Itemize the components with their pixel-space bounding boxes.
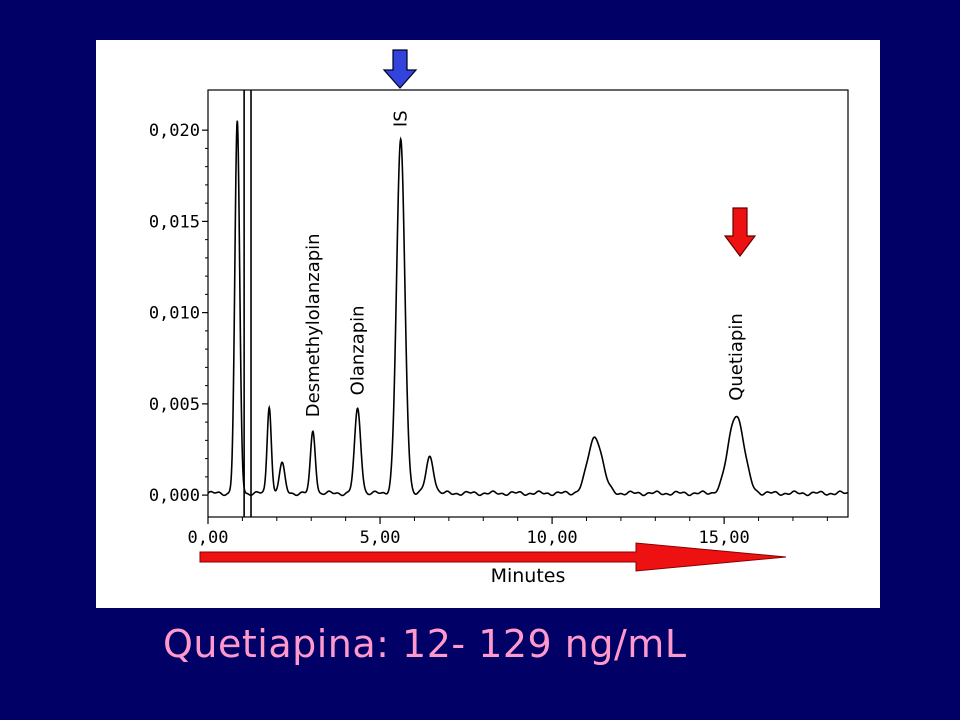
peak-label: Olanzapin [348, 305, 369, 395]
x-axis-ticks: 0,00 5,00 10,00 15,00 [188, 517, 828, 548]
time-direction-arrow-icon [199, 542, 787, 572]
peak-labels: Desmethylolanzapin Olanzapin IS Quetiapin [303, 110, 747, 417]
x-axis-label: Minutes [491, 565, 566, 587]
y-axis-ticks: 0,000 0,005 0,010 0,015 0,020 [149, 121, 208, 506]
plot-frame [207, 89, 849, 518]
axes [207, 89, 849, 518]
x-tick-label: 0,00 [188, 528, 229, 548]
chromatogram-panel: 0,000 0,005 0,010 0,015 0,020 0,00 5,00 10,00 1… [96, 40, 880, 608]
peak-label: IS [391, 110, 412, 127]
x-tick-label: 10,00 [526, 528, 577, 548]
x-tick-label: 5,00 [360, 528, 401, 548]
is-marker-arrow-icon [382, 49, 418, 89]
y-tick-label: 0,010 [149, 304, 200, 324]
y-tick-label: 0,005 [149, 395, 200, 415]
chromatogram-trace [207, 120, 849, 497]
peak-label: Quetiapin [726, 313, 747, 401]
y-tick-label: 0,015 [149, 212, 200, 232]
x-tick-label: 15,00 [699, 528, 750, 548]
y-tick-label: 0,000 [149, 486, 200, 506]
quetiapin-marker-arrow-icon [723, 207, 757, 257]
chromatogram-chart: 0,000 0,005 0,010 0,015 0,020 0,00 5,00 10,00 1… [149, 49, 849, 587]
injection-markers [243, 90, 252, 517]
caption-text: Quetiapina: 12- 129 ng/mL [163, 622, 687, 666]
y-tick-label: 0,020 [149, 121, 200, 141]
peak-label: Desmethylolanzapin [303, 233, 324, 417]
